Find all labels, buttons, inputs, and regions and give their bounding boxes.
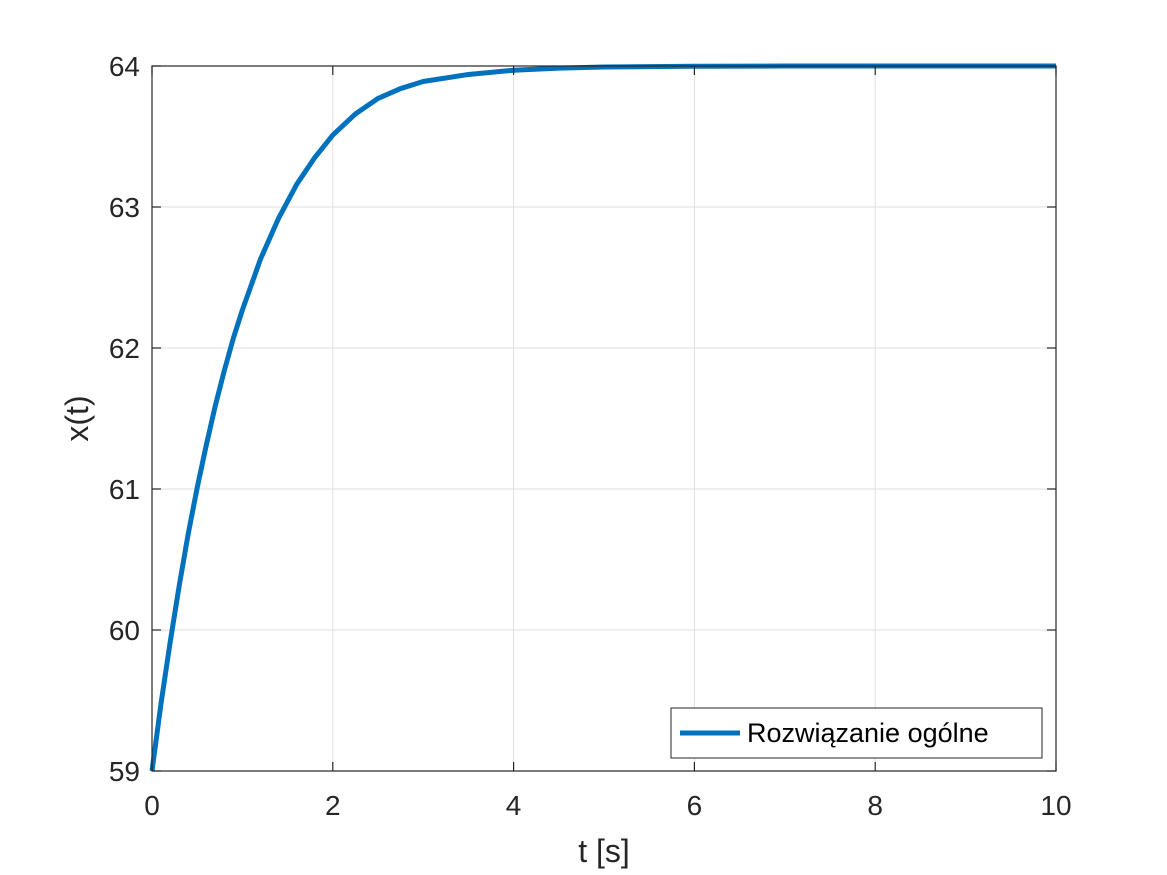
- x-tick-label: 6: [687, 790, 703, 821]
- y-tick-label: 59: [109, 756, 140, 787]
- y-axis-label: x(t): [59, 395, 95, 441]
- grid: [151, 65, 1057, 772]
- y-tick-label: 61: [109, 474, 140, 505]
- plot-area: [152, 66, 1056, 771]
- legend: Rozwiązanie ogólne: [670, 707, 1043, 759]
- legend-entry-label: Rozwiązanie ogólne: [747, 718, 989, 748]
- tick-labels: 0 2 4 6 8 10 59 60 61 62 63 64: [109, 51, 1072, 821]
- x-axis-label: t [s]: [578, 833, 630, 869]
- x-tick-label: 2: [325, 790, 341, 821]
- y-tick-label: 63: [109, 192, 140, 223]
- series-line: [149, 63, 1056, 772]
- y-tick-label: 62: [109, 333, 140, 364]
- x-tick-label: 0: [144, 790, 160, 821]
- y-tick-label: 60: [109, 615, 140, 646]
- plot-frame: [151, 65, 1057, 772]
- x-tick-label: 10: [1040, 790, 1071, 821]
- ticks: [151, 65, 1057, 772]
- y-tick-label: 64: [109, 51, 140, 82]
- x-tick-label: 8: [867, 790, 883, 821]
- series-layer: [149, 63, 1056, 772]
- x-tick-label: 4: [506, 790, 522, 821]
